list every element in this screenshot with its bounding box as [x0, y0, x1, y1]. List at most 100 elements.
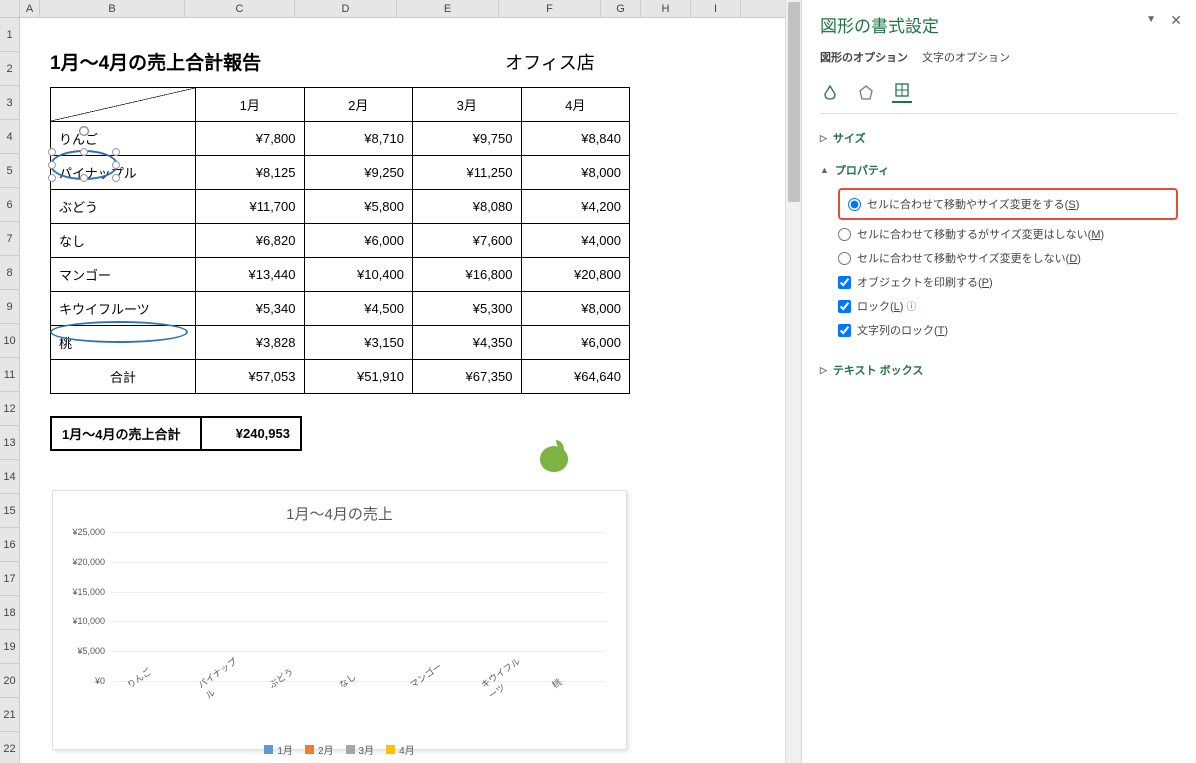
row-header[interactable]: 10	[0, 324, 19, 358]
row-header[interactable]: 18	[0, 596, 19, 630]
legend-item[interactable]: 3月	[346, 742, 375, 757]
row-header[interactable]: 15	[0, 494, 19, 528]
check-lock-input[interactable]	[838, 300, 851, 313]
value-cell[interactable]: ¥16,800	[413, 258, 522, 292]
month-header[interactable]: 1月	[196, 88, 305, 122]
section-size-header[interactable]: ▷サイズ	[820, 130, 1178, 146]
value-cell[interactable]: ¥10,400	[304, 258, 413, 292]
corner-cell[interactable]	[0, 0, 19, 18]
legend-item[interactable]: 4月	[386, 742, 415, 757]
row-header[interactable]: 20	[0, 664, 19, 698]
product-name-cell[interactable]: マンゴー	[51, 258, 196, 292]
column-header[interactable]: F	[499, 0, 601, 17]
value-cell[interactable]: ¥4,000	[521, 224, 630, 258]
row-header[interactable]: 6	[0, 188, 19, 222]
check-print-input[interactable]	[838, 276, 851, 289]
value-cell[interactable]: ¥3,828	[196, 326, 305, 360]
row-header[interactable]: 9	[0, 290, 19, 324]
scroll-thumb[interactable]	[788, 2, 800, 202]
total-value-cell[interactable]: ¥57,053	[196, 360, 305, 394]
column-header[interactable]: C	[185, 0, 295, 17]
value-cell[interactable]: ¥9,750	[413, 122, 522, 156]
row-header[interactable]: 11	[0, 358, 19, 392]
summary-label[interactable]: 1月～4月の売上合計	[51, 417, 201, 450]
check-text-lock-input[interactable]	[838, 324, 851, 337]
total-value-cell[interactable]: ¥64,640	[521, 360, 630, 394]
total-label-cell[interactable]: 合計	[51, 360, 196, 394]
effects-icon[interactable]	[856, 83, 876, 103]
month-header[interactable]: 2月	[304, 88, 413, 122]
fill-line-icon[interactable]	[820, 83, 840, 103]
check-lock[interactable]: ロック(L) ⓘ	[838, 294, 1178, 318]
row-header[interactable]: 19	[0, 630, 19, 664]
value-cell[interactable]: ¥9,250	[304, 156, 413, 190]
row-header[interactable]: 21	[0, 698, 19, 732]
product-name-cell[interactable]: 桃	[51, 326, 196, 360]
column-header[interactable]: A	[20, 0, 40, 17]
value-cell[interactable]: ¥6,820	[196, 224, 305, 258]
row-header[interactable]: 22	[0, 732, 19, 763]
radio-move-size-input[interactable]	[848, 198, 861, 211]
value-cell[interactable]: ¥6,000	[304, 224, 413, 258]
check-print[interactable]: オブジェクトを印刷する(P)	[838, 270, 1178, 294]
legend-item[interactable]: 2月	[305, 742, 334, 757]
row-header[interactable]: 4	[0, 120, 19, 154]
vertical-scrollbar[interactable]	[785, 0, 801, 763]
month-header[interactable]: 4月	[521, 88, 630, 122]
row-header[interactable]: 16	[0, 528, 19, 562]
total-value-cell[interactable]: ¥51,910	[304, 360, 413, 394]
value-cell[interactable]: ¥8,710	[304, 122, 413, 156]
product-name-cell[interactable]: なし	[51, 224, 196, 258]
column-header[interactable]: D	[295, 0, 397, 17]
value-cell[interactable]: ¥4,350	[413, 326, 522, 360]
row-header[interactable]: 8	[0, 256, 19, 290]
value-cell[interactable]: ¥4,500	[304, 292, 413, 326]
info-icon[interactable]: ⓘ	[907, 302, 917, 313]
column-header[interactable]: I	[691, 0, 741, 17]
radio-no-move-input[interactable]	[838, 252, 851, 265]
radio-move-only[interactable]: セルに合わせて移動するがサイズ変更はしない(M)	[838, 222, 1178, 246]
month-header[interactable]: 3月	[413, 88, 522, 122]
column-header[interactable]: E	[397, 0, 499, 17]
row-header[interactable]: 3	[0, 86, 19, 120]
row-header[interactable]: 17	[0, 562, 19, 596]
radio-move-only-input[interactable]	[838, 228, 851, 241]
product-name-cell[interactable]: キウイフルーツ	[51, 292, 196, 326]
value-cell[interactable]: ¥8,000	[521, 292, 630, 326]
value-cell[interactable]: ¥8,080	[413, 190, 522, 224]
section-properties-header[interactable]: ▲プロパティ	[820, 162, 1178, 178]
pane-options-dropdown-icon[interactable]: ▼	[1146, 14, 1156, 25]
product-name-cell[interactable]: りんご	[51, 122, 196, 156]
row-header[interactable]: 7	[0, 222, 19, 256]
total-value-cell[interactable]: ¥67,350	[413, 360, 522, 394]
row-header[interactable]: 14	[0, 460, 19, 494]
row-header[interactable]: 12	[0, 392, 19, 426]
column-header[interactable]: G	[601, 0, 641, 17]
radio-no-move[interactable]: セルに合わせて移動やサイズ変更をしない(D)	[838, 246, 1178, 270]
value-cell[interactable]: ¥5,340	[196, 292, 305, 326]
value-cell[interactable]: ¥20,800	[521, 258, 630, 292]
row-header[interactable]: 2	[0, 52, 19, 86]
value-cell[interactable]: ¥13,440	[196, 258, 305, 292]
column-header[interactable]: H	[641, 0, 691, 17]
tab-shape-options[interactable]: 図形のオプション	[820, 47, 908, 67]
value-cell[interactable]: ¥11,700	[196, 190, 305, 224]
bar-chart[interactable]: 1月～4月の売上 ¥25,000¥20,000¥15,000¥10,000¥5,…	[52, 490, 627, 750]
row-header[interactable]: 1	[0, 18, 19, 52]
close-pane-button[interactable]: ✕	[1170, 12, 1182, 29]
tab-text-options[interactable]: 文字のオプション	[922, 47, 1010, 67]
legend-item[interactable]: 1月	[264, 742, 293, 757]
radio-move-size[interactable]: セルに合わせて移動やサイズ変更をする(S)	[848, 192, 1168, 216]
value-cell[interactable]: ¥6,000	[521, 326, 630, 360]
apple-icon[interactable]	[538, 440, 570, 472]
value-cell[interactable]: ¥8,125	[196, 156, 305, 190]
value-cell[interactable]: ¥7,600	[413, 224, 522, 258]
column-header[interactable]: B	[40, 0, 185, 17]
check-text-lock[interactable]: 文字列のロック(T)	[838, 318, 1178, 342]
size-properties-icon[interactable]	[892, 83, 912, 103]
value-cell[interactable]: ¥3,150	[304, 326, 413, 360]
diagonal-header-cell[interactable]	[51, 88, 196, 122]
value-cell[interactable]: ¥7,800	[196, 122, 305, 156]
row-header[interactable]: 13	[0, 426, 19, 460]
product-name-cell[interactable]: ぶどう	[51, 190, 196, 224]
